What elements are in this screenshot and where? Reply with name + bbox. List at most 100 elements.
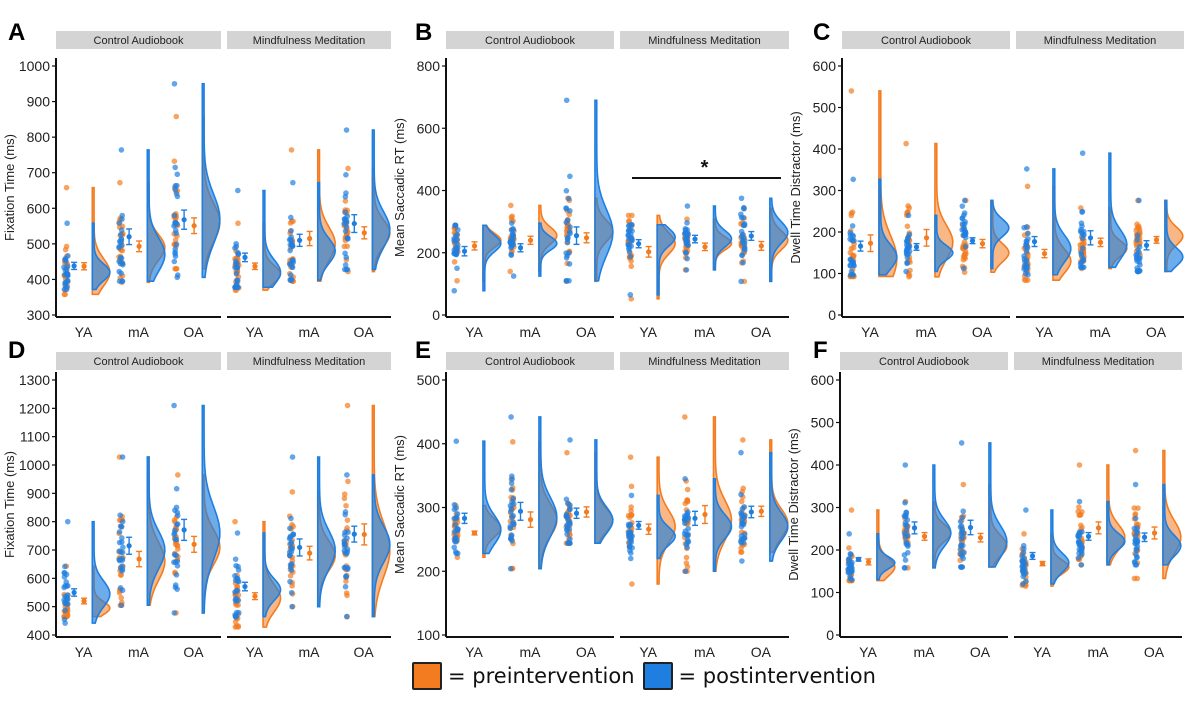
x-tick-label: mA (914, 644, 936, 660)
mean-marker-pre (1039, 561, 1046, 567)
mean-marker-pre (527, 517, 534, 523)
data-point-post (740, 260, 746, 266)
data-point-post (903, 527, 910, 534)
data-point-post (959, 215, 966, 221)
data-point-post (234, 277, 240, 283)
violin-post (316, 456, 336, 608)
data-point-post (64, 518, 71, 525)
data-point-post (904, 523, 910, 530)
data-point-post (962, 230, 969, 237)
data-point-post (342, 262, 349, 268)
data-point-pre (508, 214, 515, 221)
mean-marker-post (967, 524, 974, 531)
data-point-post (565, 195, 572, 202)
y-tick-label: 800 (27, 129, 51, 145)
data-point-pre (344, 517, 351, 523)
data-point-pre (1133, 227, 1140, 234)
mean-marker-post (297, 237, 303, 243)
data-point-post (685, 539, 691, 546)
x-tick-label: OA (751, 644, 772, 660)
mean-marker-pre (361, 230, 367, 236)
x-tick-label: YA (1035, 324, 1053, 340)
data-point-pre (627, 454, 634, 460)
facet-strip-label: Mindfulness Meditation (648, 356, 761, 368)
violin-post (262, 189, 282, 289)
x-tick-label: OA (751, 324, 772, 340)
violin-post (712, 478, 733, 573)
data-point-pre (738, 498, 745, 505)
y-tick-label: 800 (417, 58, 441, 74)
facet-strip (842, 31, 1010, 49)
data-point-post (342, 511, 348, 518)
data-point-post (173, 241, 180, 247)
mean-marker-pre (646, 249, 652, 255)
data-point-post (957, 518, 964, 525)
data-point-post (563, 255, 570, 261)
data-point-post (116, 539, 123, 546)
data-point-post (1020, 562, 1026, 569)
data-point-post (235, 251, 242, 257)
data-point-post (233, 562, 239, 569)
data-point-post (958, 440, 965, 446)
data-point-post (454, 236, 460, 243)
y-tick-label: 100 (813, 266, 837, 282)
y-tick-label: 100 (417, 627, 441, 643)
violin-post (878, 178, 898, 276)
data-point-post (117, 231, 124, 238)
data-point-pre (173, 113, 180, 120)
x-tick-label: YA (859, 644, 877, 660)
data-point-post (453, 515, 460, 522)
y-tick-label: 400 (417, 183, 441, 199)
data-point-post (171, 559, 177, 566)
mean-marker-post (913, 244, 920, 250)
data-point-pre (960, 256, 967, 263)
violin-post (538, 416, 558, 570)
data-point-pre (63, 184, 70, 191)
data-point-pre (629, 581, 635, 587)
data-point-post (741, 535, 747, 542)
data-point-post (628, 539, 635, 546)
data-point-pre (1132, 447, 1139, 454)
data-point-post (901, 565, 908, 571)
data-point-pre (341, 491, 348, 497)
data-point-post (508, 533, 515, 540)
y-tick-label: 200 (417, 563, 441, 579)
data-point-post (1025, 230, 1031, 237)
data-point-post (342, 250, 348, 257)
data-point-post (344, 472, 350, 478)
mean-marker-post (573, 233, 580, 239)
y-tick-label: 800 (27, 514, 51, 530)
data-point-post (61, 569, 68, 576)
data-point-pre (232, 624, 239, 630)
mean-marker-pre (81, 598, 87, 604)
data-point-post (508, 238, 515, 245)
mean-marker-post (692, 515, 698, 521)
data-point-pre (289, 489, 296, 495)
data-point-post (341, 266, 348, 273)
data-point-post (1136, 249, 1142, 256)
data-point-post (171, 212, 178, 219)
data-point-post (685, 509, 691, 515)
violin-post (1162, 483, 1182, 566)
data-point-post (683, 249, 689, 256)
mean-marker-post (351, 220, 357, 227)
data-point-post (174, 521, 180, 528)
facet-strip (1016, 31, 1184, 49)
x-tick-label: OA (354, 644, 375, 660)
mean-marker-pre (527, 237, 534, 243)
violin-post (538, 222, 558, 277)
data-point-pre (684, 486, 691, 493)
data-point-pre (628, 508, 634, 514)
data-point-post (451, 544, 458, 551)
data-point-pre (848, 88, 855, 94)
x-tick-label: YA (75, 644, 93, 660)
mean-marker-post (855, 556, 862, 562)
data-point-post (741, 222, 748, 229)
data-point-post (171, 402, 177, 409)
data-point-post (172, 246, 179, 252)
x-tick-label: mA (520, 644, 542, 660)
data-point-post (1132, 515, 1139, 522)
data-point-post (289, 243, 296, 249)
data-point-pre (683, 560, 690, 566)
mean-marker-pre (1097, 239, 1104, 245)
